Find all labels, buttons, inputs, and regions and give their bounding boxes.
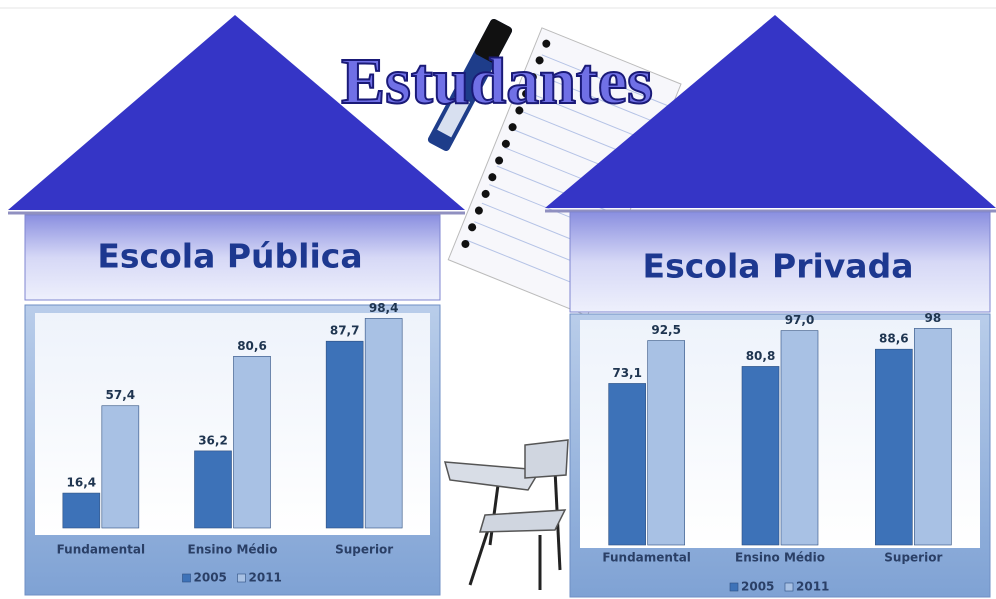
bar xyxy=(365,318,402,528)
infographic: Estudantes Escola Pública Fundamental 16,4… xyxy=(0,0,996,599)
legend-swatch xyxy=(238,574,246,582)
x-tick-label: Ensino Médio xyxy=(735,551,825,565)
main-title: Estudantes xyxy=(341,45,653,118)
legend-label: 2005 xyxy=(741,580,774,594)
bar xyxy=(609,383,646,545)
bar xyxy=(742,366,779,545)
x-tick-label: Superior xyxy=(884,551,942,565)
bar xyxy=(102,406,139,528)
legend-swatch xyxy=(785,583,793,591)
value-label: 87,7 xyxy=(330,324,360,338)
value-label: 36,2 xyxy=(198,433,228,447)
bar xyxy=(326,341,363,528)
chart-title: Escola Privada xyxy=(643,247,914,286)
value-label: 57,4 xyxy=(106,388,136,402)
x-tick-label: Superior xyxy=(335,543,393,557)
bar xyxy=(875,349,912,545)
bar xyxy=(63,493,100,528)
bar xyxy=(234,356,271,528)
bar xyxy=(914,328,951,545)
bar xyxy=(195,451,232,528)
value-label: 80,8 xyxy=(746,349,776,363)
legend-swatch xyxy=(183,574,191,582)
value-label: 16,4 xyxy=(67,476,97,490)
legend-swatch xyxy=(730,583,738,591)
x-tick-label: Fundamental xyxy=(602,551,691,565)
value-label: 92,5 xyxy=(651,323,681,337)
legend-label: 2011 xyxy=(796,580,829,594)
chair xyxy=(445,440,568,590)
x-tick-label: Ensino Médio xyxy=(188,543,278,557)
value-label: 98,4 xyxy=(369,301,399,315)
value-label: 88,6 xyxy=(879,332,909,346)
value-label: 98 xyxy=(924,311,941,325)
legend-label: 2005 xyxy=(194,571,227,585)
legend-label: 2011 xyxy=(249,571,282,585)
bar xyxy=(781,331,818,545)
value-label: 97,0 xyxy=(785,313,815,327)
value-label: 80,6 xyxy=(237,339,267,353)
bar xyxy=(648,341,685,545)
value-label: 73,1 xyxy=(612,366,642,380)
chart-title: Escola Pública xyxy=(97,237,362,276)
x-tick-label: Fundamental xyxy=(57,543,146,557)
